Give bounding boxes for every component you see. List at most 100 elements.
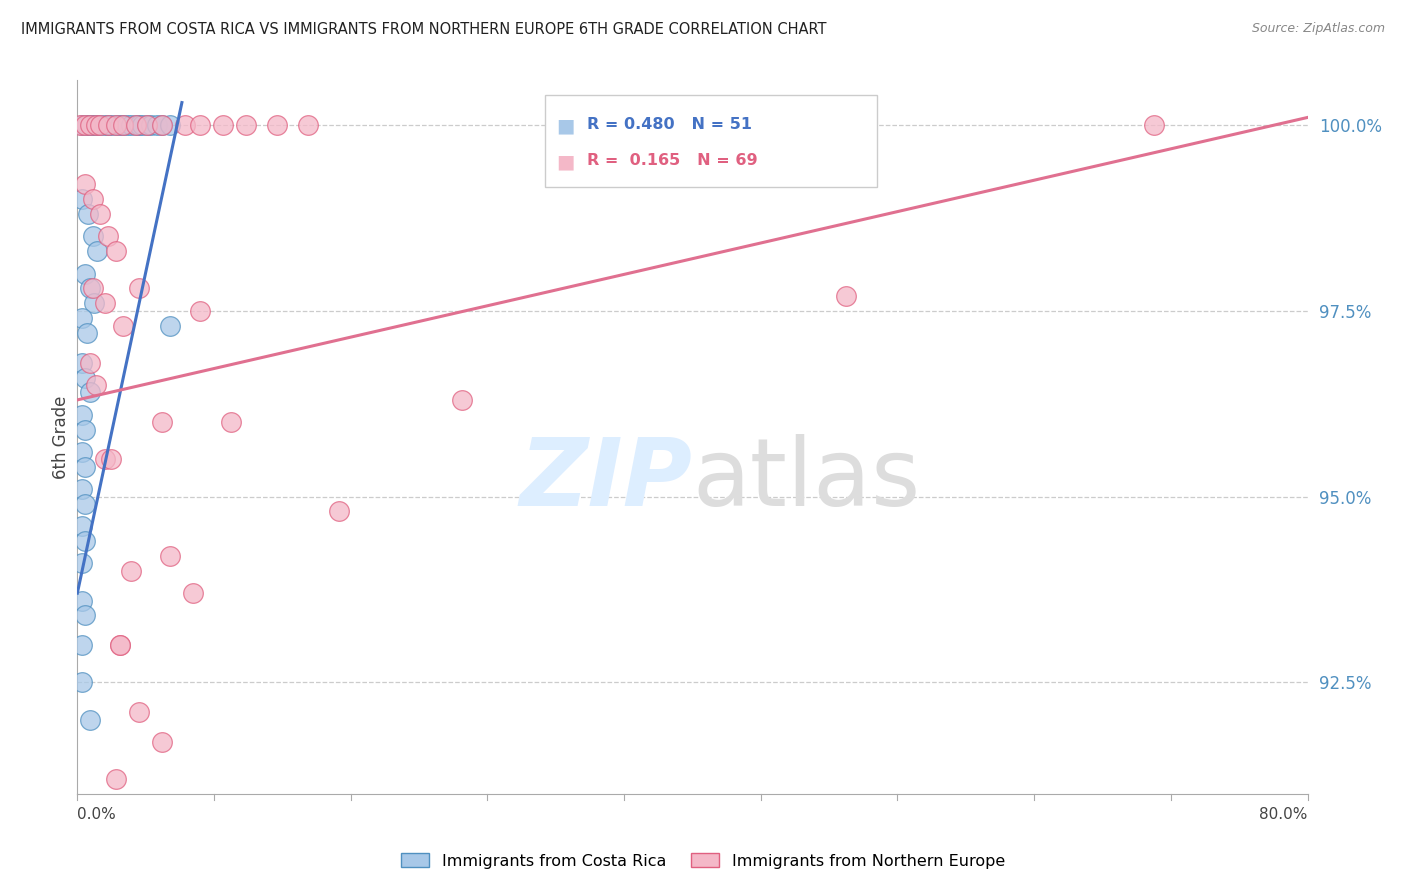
Point	[73, 497, 96, 511]
Point	[97, 229, 120, 244]
Point	[219, 415, 242, 429]
Point	[112, 318, 135, 333]
Text: 0.0%: 0.0%	[77, 807, 117, 822]
Point	[82, 118, 104, 132]
Point	[94, 296, 117, 310]
Text: R = 0.480   N = 51: R = 0.480 N = 51	[588, 117, 752, 132]
Point	[70, 482, 93, 496]
Text: 80.0%: 80.0%	[1260, 807, 1308, 822]
Text: IMMIGRANTS FROM COSTA RICA VS IMMIGRANTS FROM NORTHERN EUROPE 6TH GRADE CORRELAT: IMMIGRANTS FROM COSTA RICA VS IMMIGRANTS…	[21, 22, 827, 37]
Point	[131, 118, 153, 132]
Point	[159, 549, 181, 563]
Point	[112, 118, 135, 132]
Text: ■: ■	[557, 153, 575, 171]
Point	[146, 118, 169, 132]
Point	[150, 735, 173, 749]
Point	[328, 504, 350, 518]
Point	[97, 118, 120, 132]
Point	[110, 638, 132, 652]
Point	[835, 289, 858, 303]
Point	[159, 118, 181, 132]
Y-axis label: 6th Grade: 6th Grade	[52, 395, 70, 479]
Text: R =  0.165   N = 69: R = 0.165 N = 69	[588, 153, 758, 168]
Point	[450, 392, 472, 407]
Point	[150, 415, 173, 429]
Point	[266, 118, 288, 132]
Point	[104, 244, 127, 259]
Point	[70, 118, 93, 132]
Point	[70, 356, 93, 370]
Point	[70, 311, 93, 326]
Point	[70, 557, 93, 571]
Point	[76, 118, 98, 132]
Point	[100, 118, 122, 132]
Point	[120, 118, 142, 132]
Point	[212, 118, 235, 132]
Point	[128, 281, 150, 295]
Text: ZIP: ZIP	[520, 434, 693, 526]
Point	[79, 356, 101, 370]
Point	[73, 608, 96, 623]
Point	[82, 229, 104, 244]
Point	[70, 675, 93, 690]
Point	[77, 207, 100, 221]
Point	[125, 118, 148, 132]
Point	[120, 564, 142, 578]
Point	[110, 638, 132, 652]
Point	[86, 244, 108, 259]
Point	[89, 118, 111, 132]
Point	[70, 445, 93, 459]
Point	[1143, 118, 1166, 132]
Text: ■: ■	[557, 117, 575, 136]
Point	[297, 118, 319, 132]
Point	[73, 459, 96, 474]
Point	[82, 281, 104, 295]
Point	[84, 118, 107, 132]
Point	[135, 118, 157, 132]
Point	[115, 118, 138, 132]
Point	[181, 586, 204, 600]
Point	[141, 118, 163, 132]
Point	[83, 296, 105, 310]
Point	[73, 267, 96, 281]
Point	[70, 638, 93, 652]
Point	[73, 118, 96, 132]
Point	[100, 452, 122, 467]
Point	[70, 519, 93, 533]
Point	[70, 593, 93, 607]
Point	[112, 118, 135, 132]
Point	[235, 118, 257, 132]
Legend: Immigrants from Costa Rica, Immigrants from Northern Europe: Immigrants from Costa Rica, Immigrants f…	[394, 847, 1012, 875]
Point	[135, 118, 157, 132]
Point	[159, 318, 181, 333]
Point	[82, 192, 104, 206]
Point	[73, 370, 96, 384]
Point	[110, 118, 132, 132]
Point	[104, 772, 127, 786]
Point	[104, 118, 127, 132]
Point	[79, 713, 101, 727]
Point	[150, 118, 173, 132]
Point	[79, 281, 101, 295]
Point	[76, 326, 98, 340]
Point	[128, 705, 150, 719]
Point	[150, 118, 173, 132]
Point	[79, 118, 101, 132]
Point	[79, 385, 101, 400]
Point	[73, 423, 96, 437]
Point	[188, 118, 212, 132]
Point	[104, 118, 127, 132]
Point	[97, 118, 120, 132]
Point	[73, 178, 96, 192]
Point	[70, 408, 93, 422]
Point	[79, 118, 101, 132]
Point	[188, 303, 212, 318]
Point	[89, 207, 111, 221]
Point	[94, 118, 117, 132]
Point	[73, 534, 96, 549]
Point	[128, 118, 150, 132]
Text: atlas: atlas	[693, 434, 921, 526]
Point	[84, 118, 107, 132]
Point	[174, 118, 197, 132]
Point	[89, 118, 111, 132]
